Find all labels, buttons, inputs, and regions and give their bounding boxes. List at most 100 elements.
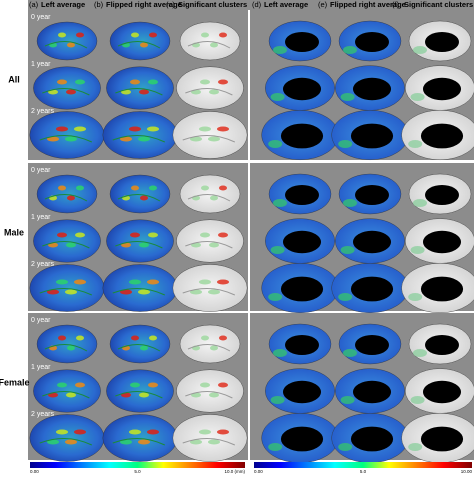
- brain-lateral: [29, 414, 105, 462]
- brain-lateral: [102, 111, 178, 159]
- brain-region: [219, 185, 227, 191]
- brain-region: [56, 126, 68, 132]
- ventricle: [352, 230, 392, 254]
- brain-region: [139, 392, 149, 398]
- brain-lateral: [29, 111, 105, 159]
- brain-lateral: [109, 324, 171, 364]
- ventricle: [352, 380, 392, 404]
- brain-region: [270, 396, 285, 404]
- brain-region: [130, 79, 140, 85]
- age-label: 2 years: [31, 108, 54, 115]
- brain-region: [65, 136, 77, 142]
- sulcus: [115, 391, 163, 399]
- brain-region: [149, 335, 157, 341]
- brain-region: [210, 345, 218, 351]
- ventricle: [285, 32, 319, 52]
- brain-region: [208, 439, 220, 445]
- colorbar-tick-label: 0.00: [254, 469, 263, 474]
- sulcus: [185, 391, 233, 399]
- brain-region: [268, 293, 283, 301]
- sulcus: [115, 241, 163, 249]
- sulcus: [117, 194, 161, 202]
- age-label: 0 year: [31, 14, 51, 21]
- brain-region: [338, 443, 353, 451]
- brain-region: [200, 232, 210, 238]
- brain-region: [130, 232, 140, 238]
- age-label: 1 year: [31, 214, 51, 221]
- colorbar-tick-label: 10.0 (mm): [224, 469, 245, 474]
- brain-region: [201, 185, 209, 191]
- brain-lateral: [172, 264, 248, 312]
- brain-region: [129, 126, 141, 132]
- brain-lateral: [29, 264, 105, 312]
- brain-region: [58, 32, 66, 38]
- brain-region: [343, 46, 357, 54]
- brain-region: [76, 32, 84, 38]
- sulcus: [117, 41, 161, 49]
- brain-lateral: [36, 174, 98, 214]
- brain-region: [273, 349, 287, 357]
- sulcus: [187, 41, 231, 49]
- brain-region: [200, 382, 210, 388]
- brain-region: [217, 429, 229, 435]
- brain-lateral: [176, 369, 244, 413]
- brain-region: [76, 335, 84, 341]
- ventricle: [355, 32, 389, 52]
- age-label: 0 year: [31, 167, 51, 174]
- group-label: All: [8, 74, 20, 84]
- ventricle: [425, 335, 459, 355]
- header-bg: [28, 0, 474, 10]
- ventricle: [350, 276, 394, 302]
- brain-region: [148, 79, 158, 85]
- brain-region: [209, 392, 219, 398]
- brain-region: [140, 345, 148, 351]
- panel-title: Flipped right average: [330, 0, 406, 9]
- brain-lateral: [179, 324, 241, 364]
- sulcus: [44, 41, 88, 49]
- ventricle: [350, 426, 394, 452]
- brain-region: [413, 349, 427, 357]
- sulcus: [44, 344, 88, 352]
- brain-region: [148, 382, 158, 388]
- brain-region: [190, 289, 202, 295]
- brain-lateral: [102, 264, 178, 312]
- panel-title: Left average: [264, 0, 308, 9]
- panel-letter: (c): [166, 0, 175, 9]
- brain-region: [343, 349, 357, 357]
- brain-lateral: [179, 21, 241, 61]
- brain-lateral: [109, 174, 171, 214]
- brain-lateral: [172, 111, 248, 159]
- brain-region: [273, 46, 287, 54]
- brain-region: [67, 42, 75, 48]
- colorbar: [30, 462, 245, 468]
- brain-region: [74, 429, 86, 435]
- brain-region: [129, 279, 141, 285]
- brain-region: [47, 439, 59, 445]
- brain-region: [408, 293, 423, 301]
- ventricle: [280, 123, 324, 149]
- brain-region: [131, 185, 139, 191]
- brain-lateral: [179, 174, 241, 214]
- brain-region: [66, 242, 76, 248]
- panel-title: Flipped right average: [106, 0, 182, 9]
- brain-region: [340, 246, 355, 254]
- panel-title: Significant clusters: [404, 0, 473, 9]
- colorbar-tick-label: 0.00: [30, 469, 39, 474]
- brain-region: [67, 345, 75, 351]
- panel-letter: (d): [252, 0, 262, 9]
- brain-region: [131, 32, 139, 38]
- sulcus: [39, 135, 93, 143]
- brain-region: [138, 289, 150, 295]
- brain-region: [268, 140, 283, 148]
- brain-region: [218, 79, 228, 85]
- brain-region: [74, 279, 86, 285]
- brain-region: [338, 140, 353, 148]
- ventricle: [280, 426, 324, 452]
- brain-region: [129, 429, 141, 435]
- ventricle: [420, 426, 464, 452]
- brain-region: [218, 382, 228, 388]
- brain-region: [217, 126, 229, 132]
- brain-region: [65, 439, 77, 445]
- brain-lateral: [36, 324, 98, 364]
